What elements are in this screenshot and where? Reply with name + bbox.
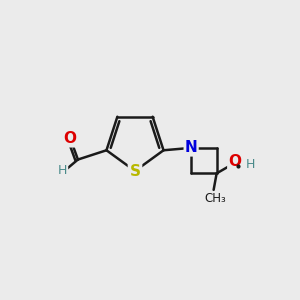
- Text: O: O: [228, 154, 241, 169]
- Text: N: N: [185, 140, 197, 155]
- Text: S: S: [130, 164, 140, 178]
- Text: CH₃: CH₃: [204, 192, 226, 205]
- Text: H: H: [58, 164, 68, 177]
- Text: H: H: [246, 158, 256, 171]
- Text: O: O: [63, 131, 76, 146]
